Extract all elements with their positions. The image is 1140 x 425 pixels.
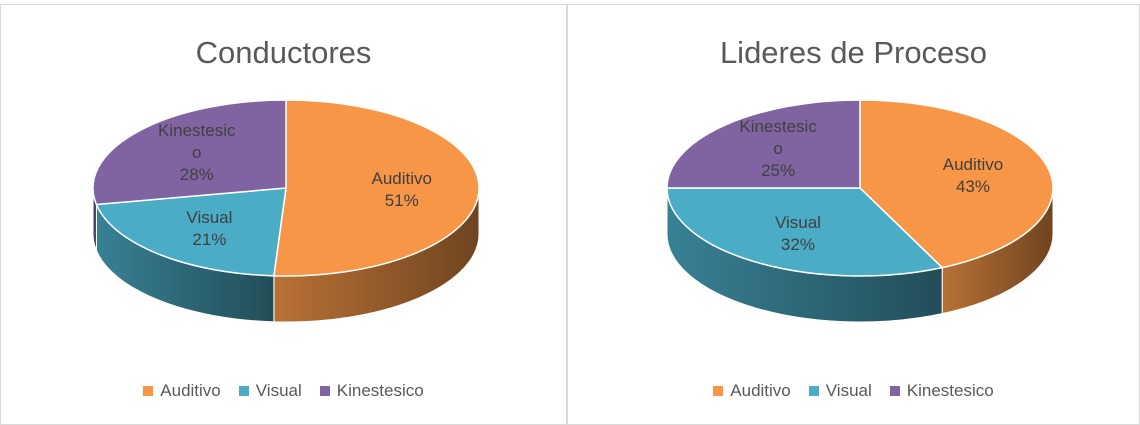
data-label-value: 28%: [179, 165, 214, 185]
legend-label: Auditivo: [730, 381, 791, 400]
data-label: Kinestesico 25%: [739, 116, 817, 182]
data-label: Visual 32%: [775, 212, 821, 256]
data-label-category: Auditivo: [942, 155, 1004, 175]
data-label-category: Visual: [186, 207, 233, 227]
legend: Auditivo Visual Kinestesico: [1, 381, 566, 401]
chart-title: Conductores: [195, 35, 372, 70]
chart-panel: Conductores Auditivo Visual Kinestesico: [0, 4, 567, 425]
pie-slice: [92, 99, 287, 206]
legend-swatch: [713, 386, 724, 396]
pie-slice: [273, 99, 480, 277]
legend-item: Auditivo: [143, 381, 221, 401]
chart-panel: Lideres de Proceso Auditivo Visual Kinestes…: [567, 4, 1140, 425]
legend-swatch: [143, 386, 154, 396]
pie-slice: [859, 99, 1054, 269]
data-label-value: 21%: [192, 229, 227, 249]
data-label: Auditivo 43%: [943, 154, 1003, 198]
legend-label: Visual: [255, 381, 302, 400]
legend-swatch: [808, 386, 819, 396]
legend-label: Kinestesico: [336, 381, 424, 400]
legend-label: Kinestesico: [906, 381, 994, 400]
data-label-value: 32%: [780, 235, 815, 255]
legend-item: Auditivo: [713, 381, 791, 401]
legend-swatch: [238, 386, 249, 396]
legend-swatch: [319, 386, 330, 396]
pie-slice: [666, 187, 944, 277]
data-label-value: 51%: [384, 190, 419, 210]
data-label-value: 43%: [955, 177, 991, 197]
data-label: Visual 21%: [186, 207, 232, 251]
legend-swatch: [889, 386, 900, 396]
data-label-category: Kinestesico: [739, 117, 817, 159]
legend-item: Visual: [238, 381, 302, 401]
data-label-category: Auditivo: [371, 168, 432, 188]
legend-item: Kinestesico: [319, 381, 424, 401]
legend-label: Visual: [825, 381, 872, 400]
legend: Auditivo Visual Kinestesico: [568, 381, 1139, 401]
data-label-category: Visual: [774, 213, 821, 233]
legend-item: Kinestesico: [889, 381, 994, 401]
chart-title: Lideres de Proceso: [719, 35, 988, 70]
pie-slice: [95, 187, 287, 277]
pie-slice: [666, 99, 861, 189]
data-label: Kinestesico 28%: [158, 120, 236, 186]
data-label-category: Kinestesico: [158, 121, 236, 163]
data-label: Auditivo 51%: [371, 168, 431, 212]
data-label-value: 25%: [761, 161, 796, 181]
legend-item: Visual: [808, 381, 872, 401]
legend-label: Auditivo: [160, 381, 221, 400]
